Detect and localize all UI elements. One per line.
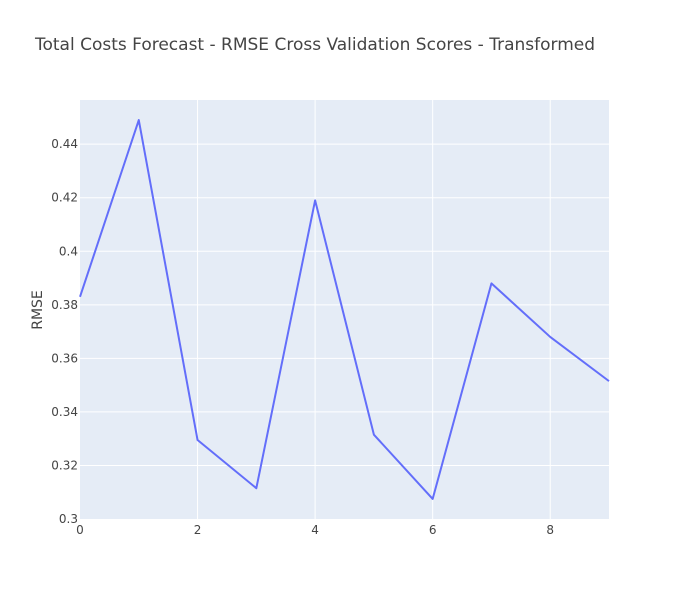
y-tick-label: 0.34	[51, 405, 78, 419]
x-tick-label: 6	[429, 523, 437, 537]
x-axis: 0 2 4 6 8	[76, 523, 554, 537]
y-tick-label: 0.42	[51, 191, 78, 205]
y-tick-label: 0.36	[51, 351, 78, 365]
y-tick-label: 0.44	[51, 137, 78, 151]
x-tick-label: 8	[546, 523, 554, 537]
y-axis-title: RMSE	[30, 290, 46, 330]
y-tick-label: 0.38	[51, 298, 78, 312]
y-tick-label: 0.4	[59, 244, 78, 258]
grid-lines	[80, 100, 609, 519]
x-tick-label: 4	[311, 523, 319, 537]
y-axis: 0.3 0.32 0.34 0.36 0.38 0.4 0.42 0.44	[51, 137, 78, 526]
x-tick-label: 0	[76, 523, 84, 537]
plot-area	[80, 100, 609, 519]
y-tick-label: 0.32	[51, 458, 78, 472]
x-tick-label: 2	[194, 523, 202, 537]
series-line	[79, 119, 610, 500]
series-layer	[79, 119, 610, 500]
y-tick-label: 0.3	[59, 512, 78, 526]
chart-title: Total Costs Forecast - RMSE Cross Valida…	[34, 35, 595, 55]
